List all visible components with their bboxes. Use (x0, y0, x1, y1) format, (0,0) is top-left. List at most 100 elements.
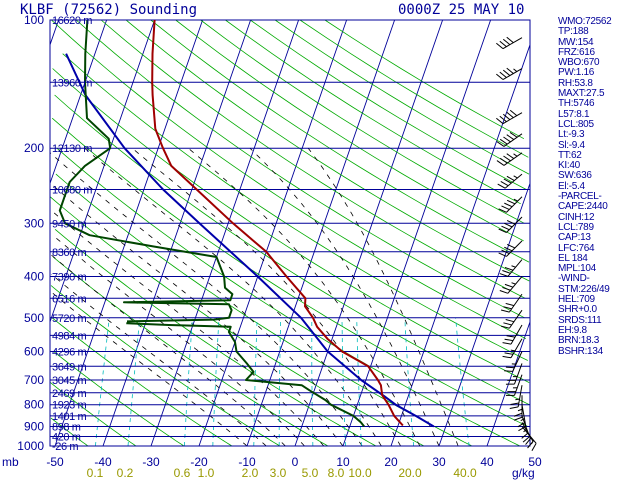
chart-title: KLBF (72562) Sounding (20, 2, 198, 18)
wind-barb-flag (505, 302, 515, 307)
isotherm-line (390, 44, 531, 447)
wind-barb-flag (522, 436, 530, 443)
wind-barb (499, 259, 523, 277)
mixing-ratio-label: 8.0 (328, 466, 345, 480)
index-item: FRZ:616 (558, 46, 595, 58)
wind-barb-flag (501, 205, 510, 210)
moist-adiabat-line (131, 147, 401, 447)
dry-adiabat-line (62, 53, 528, 361)
dry-adiabat-line (49, 196, 425, 447)
moist-adiabat-line (188, 147, 421, 447)
mixing-ratio-label: 0.1 (87, 466, 104, 480)
wind-barb-flag (506, 153, 515, 159)
isotherm-line (49, 19, 108, 184)
isotherm-line (246, 19, 396, 447)
index-item: RH:53.8 (558, 77, 593, 89)
wind-barb-half (513, 153, 518, 157)
mixing-ratio-label: 0.6 (174, 466, 191, 480)
height-label: 3649 m (52, 361, 87, 373)
wind-barb (496, 152, 523, 166)
height-label: 898 m (52, 422, 81, 434)
wind-barb-flag (505, 366, 515, 369)
mixing-ratio-line (212, 317, 220, 447)
wind-barb-flag (496, 42, 504, 50)
height-label: 8360 m (52, 247, 87, 259)
isotherm-line (438, 183, 531, 447)
moist-adiabat-line (50, 291, 248, 447)
wind-barb-flag (501, 249, 510, 255)
wind-barb-flag (504, 266, 514, 271)
wind-barb-flag (506, 111, 514, 119)
pressure-tick-label: 500 (24, 311, 44, 325)
index-item: SW:636 (558, 170, 592, 182)
temperature-tick-label: 20 (384, 455, 398, 469)
height-label: 9450 m (52, 218, 87, 230)
wind-barb (521, 426, 537, 452)
wind-barb-flag (498, 252, 507, 257)
wind-barb-flag (499, 273, 509, 277)
wind-barb-flag (502, 69, 511, 76)
height-label: 13960 m (52, 77, 92, 89)
height-label: 7390 m (52, 271, 87, 283)
wind-barb (498, 240, 523, 257)
temperature-tick-label: 40 (480, 455, 494, 469)
wind-barb-flag (500, 325, 510, 329)
wind-barb (504, 351, 523, 372)
wind-barb-flag (521, 432, 529, 439)
height-label: 3045 m (52, 375, 87, 387)
wind-barb (496, 109, 523, 125)
index-item: KI:40 (558, 160, 580, 172)
index-item: CAPE:2440 (558, 201, 608, 213)
index-item: WBO:670 (558, 57, 600, 69)
index-item: BRN:18.3 (558, 335, 599, 347)
height-label: 420 m (52, 432, 81, 444)
temperature-tick-label: 30 (432, 455, 446, 469)
height-label: 1923 m (52, 400, 87, 412)
wind-barb-staff (507, 276, 523, 294)
wind-barb-flag (499, 115, 507, 123)
wind-barb (497, 173, 523, 189)
parcel-trace (65, 53, 435, 428)
mixing-ratio-label: 5.0 (302, 466, 319, 480)
wind-barb-half (515, 398, 520, 401)
wind-barb-flag (513, 412, 523, 417)
wind-barb (502, 338, 523, 359)
dewpoint-trace (58, 19, 365, 428)
wind-barbs (496, 36, 537, 452)
dry-adiabat-line (200, 19, 525, 224)
temperature-tick-label: -20 (190, 455, 208, 469)
mixing-ratio-label: 3.0 (270, 466, 287, 480)
isotherm-line (49, 19, 156, 323)
wind-barb-flag (504, 338, 514, 342)
height-label: 6516 m (52, 293, 87, 305)
wind-barb-half (517, 408, 523, 412)
wind-barb-flag (496, 117, 504, 125)
temperature-tick-label: -40 (94, 455, 112, 469)
height-label: 12130 m (52, 143, 92, 155)
index-item: TT:62 (558, 149, 582, 161)
dry-adiabat-line (50, 417, 89, 447)
height-label: 4984 m (52, 330, 87, 342)
height-label: 5720 m (52, 313, 87, 325)
x-axis-unit-label: mb (2, 455, 19, 469)
wind-barb-flag (525, 437, 532, 445)
mixing-ratio-unit: g/kg (512, 466, 535, 480)
wind-barb-flag (500, 181, 509, 187)
index-item: MAXT:27.5 (558, 88, 605, 100)
wind-barb-flag (496, 160, 505, 166)
pressure-tick-label: 800 (24, 398, 44, 412)
wind-barb-flag (502, 113, 511, 121)
pressure-tick-label: 900 (24, 420, 44, 434)
wind-barb-half (513, 198, 518, 202)
wind-barb-flag (499, 40, 507, 48)
dry-adiabat-line (52, 256, 329, 447)
temperature-tick-label: -10 (238, 455, 256, 469)
wind-barb-flag (498, 228, 507, 233)
wind-barb-flag (506, 243, 516, 249)
wind-barb (499, 276, 523, 294)
temperature-tick-label: -30 (142, 455, 160, 469)
wind-barb-half (511, 282, 516, 285)
wind-barb (498, 196, 523, 213)
height-label: 2469 m (52, 388, 87, 400)
dry-adiabat-grid (49, 19, 530, 447)
